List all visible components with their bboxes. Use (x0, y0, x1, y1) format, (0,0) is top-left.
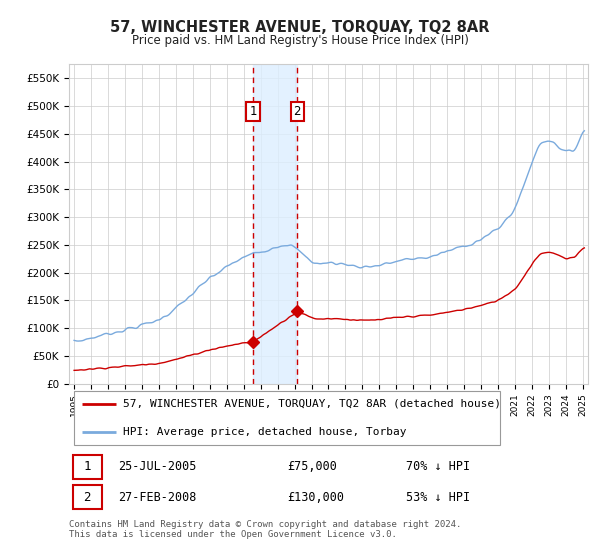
Text: Contains HM Land Registry data © Crown copyright and database right 2024.
This d: Contains HM Land Registry data © Crown c… (69, 520, 461, 539)
Text: 70% ↓ HPI: 70% ↓ HPI (406, 460, 470, 473)
Text: 57, WINCHESTER AVENUE, TORQUAY, TQ2 8AR: 57, WINCHESTER AVENUE, TORQUAY, TQ2 8AR (110, 20, 490, 35)
Text: 27-FEB-2008: 27-FEB-2008 (118, 491, 197, 504)
Text: 57, WINCHESTER AVENUE, TORQUAY, TQ2 8AR (detached house): 57, WINCHESTER AVENUE, TORQUAY, TQ2 8AR … (124, 399, 502, 409)
FancyBboxPatch shape (73, 455, 101, 479)
Text: Price paid vs. HM Land Registry's House Price Index (HPI): Price paid vs. HM Land Registry's House … (131, 34, 469, 46)
Text: 25-JUL-2005: 25-JUL-2005 (118, 460, 197, 473)
FancyBboxPatch shape (73, 486, 101, 509)
Text: £130,000: £130,000 (287, 491, 344, 504)
Bar (253, 64, 297, 384)
Text: 1: 1 (83, 460, 91, 473)
Text: 2: 2 (83, 491, 91, 504)
Text: 1: 1 (250, 105, 257, 118)
Text: £75,000: £75,000 (287, 460, 337, 473)
Text: 2: 2 (293, 105, 301, 118)
Text: 53% ↓ HPI: 53% ↓ HPI (406, 491, 470, 504)
FancyBboxPatch shape (74, 390, 500, 445)
Text: HPI: Average price, detached house, Torbay: HPI: Average price, detached house, Torb… (124, 427, 407, 437)
